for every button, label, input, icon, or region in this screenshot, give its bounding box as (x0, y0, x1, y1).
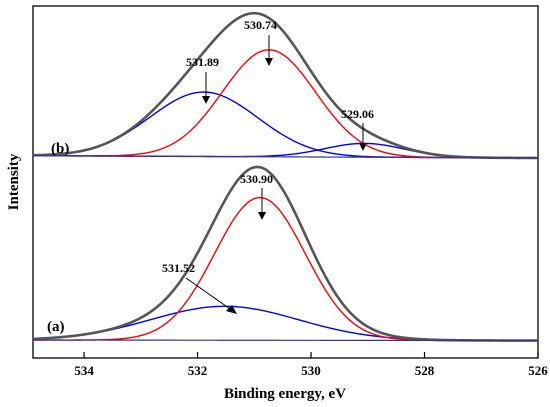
x-tick-label: 532 (188, 363, 208, 378)
panel-b-envelope (32, 11, 539, 160)
plot-area-frame (32, 5, 539, 359)
panel-a-component-1 (32, 305, 538, 342)
panel-a-component-2 (33, 196, 538, 342)
svg-text:531.52: 531.52 (162, 261, 195, 275)
annotation-531-52: 531.52 (162, 261, 237, 314)
panel-b-component-1 (32, 91, 539, 159)
curves-layer (32, 11, 539, 342)
annotation-529-06: 529.06 (341, 107, 374, 151)
annotation-530-90: 530.90 (240, 172, 273, 220)
y-axis-label: Intensity (6, 153, 22, 210)
svg-text:529.06: 529.06 (341, 107, 374, 121)
x-axis-label: Binding energy, eV (224, 386, 346, 402)
x-tick-label: 528 (415, 363, 435, 378)
annotation-530-74: 530.74 (244, 18, 277, 66)
svg-text:530.74: 530.74 (244, 18, 277, 32)
x-tick-label: 530 (301, 363, 321, 378)
x-tick-label: 534 (74, 363, 94, 378)
panel-a-background (33, 339, 538, 342)
x-tick-label: 526 (528, 363, 548, 378)
svg-text:530.90: 530.90 (240, 172, 273, 186)
panel-a-envelope (32, 165, 538, 342)
panel-label-a: (a) (47, 319, 65, 335)
svg-text:531.89: 531.89 (186, 55, 219, 69)
x-axis-ticks: 534 532 530 528 526 (74, 352, 548, 378)
panel-label-b: (b) (51, 141, 69, 157)
annotation-531-89: 531.89 (186, 55, 219, 104)
panel-b-background (32, 155, 539, 159)
